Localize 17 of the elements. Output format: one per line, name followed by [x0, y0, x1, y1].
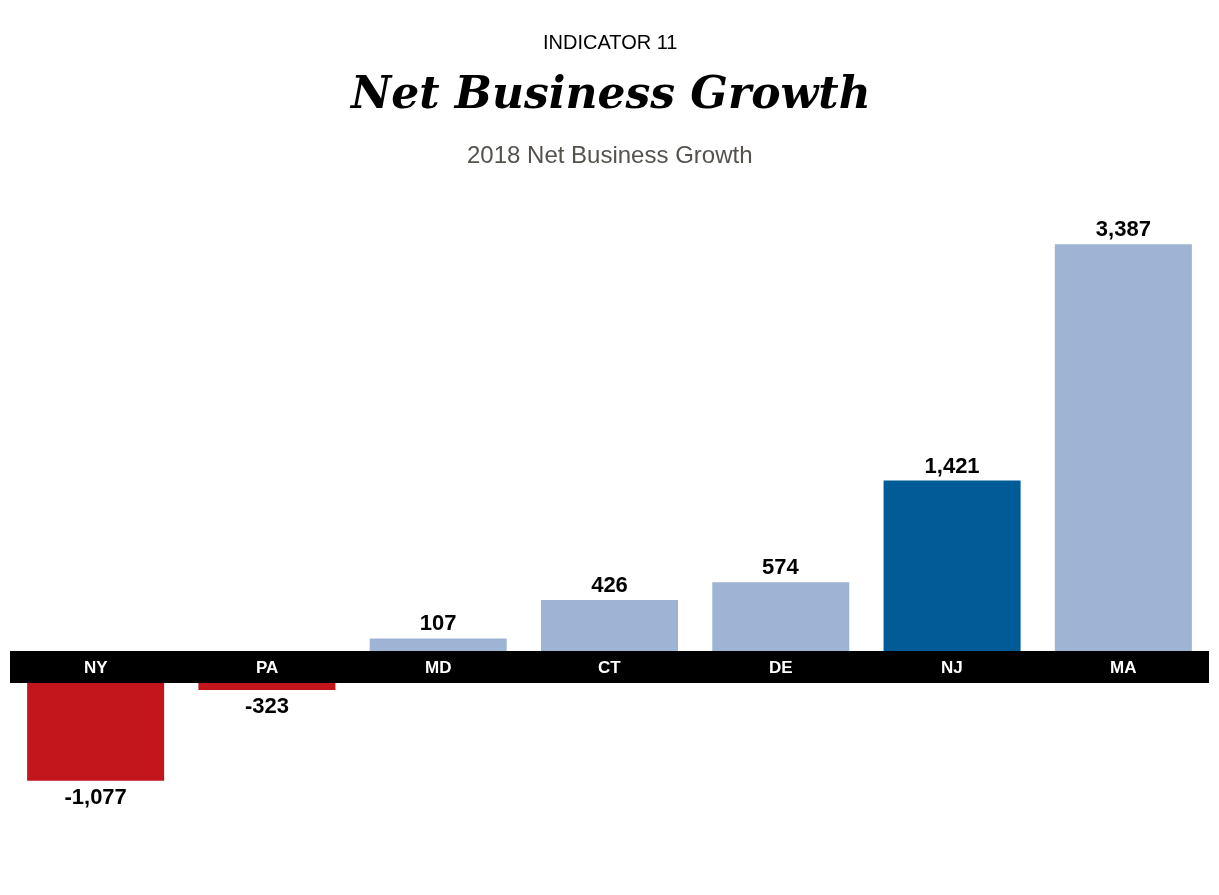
x-tick-label: CT: [598, 658, 622, 677]
data-label: 3,387: [1095, 216, 1151, 242]
x-tick-label: NY: [84, 658, 109, 677]
data-label: 574: [762, 554, 800, 580]
x-tick-label: DE: [769, 658, 793, 677]
chart-title: Net Business Growth: [349, 67, 871, 118]
x-tick-label: MA: [1110, 658, 1137, 677]
x-tick-label: MD: [425, 658, 452, 677]
data-label: -323: [244, 693, 289, 719]
data-label: 107: [419, 610, 457, 636]
text: INDICATOR 11: [543, 31, 678, 53]
data-label: 426: [591, 572, 628, 598]
x-tick-label: PA: [256, 658, 279, 677]
data-label: 1,421: [924, 452, 980, 478]
x-tick-label: NJ: [941, 658, 963, 677]
chart-subtitle: 2018 Net Business Growth: [467, 141, 753, 168]
data-label: -1,077: [64, 783, 127, 809]
